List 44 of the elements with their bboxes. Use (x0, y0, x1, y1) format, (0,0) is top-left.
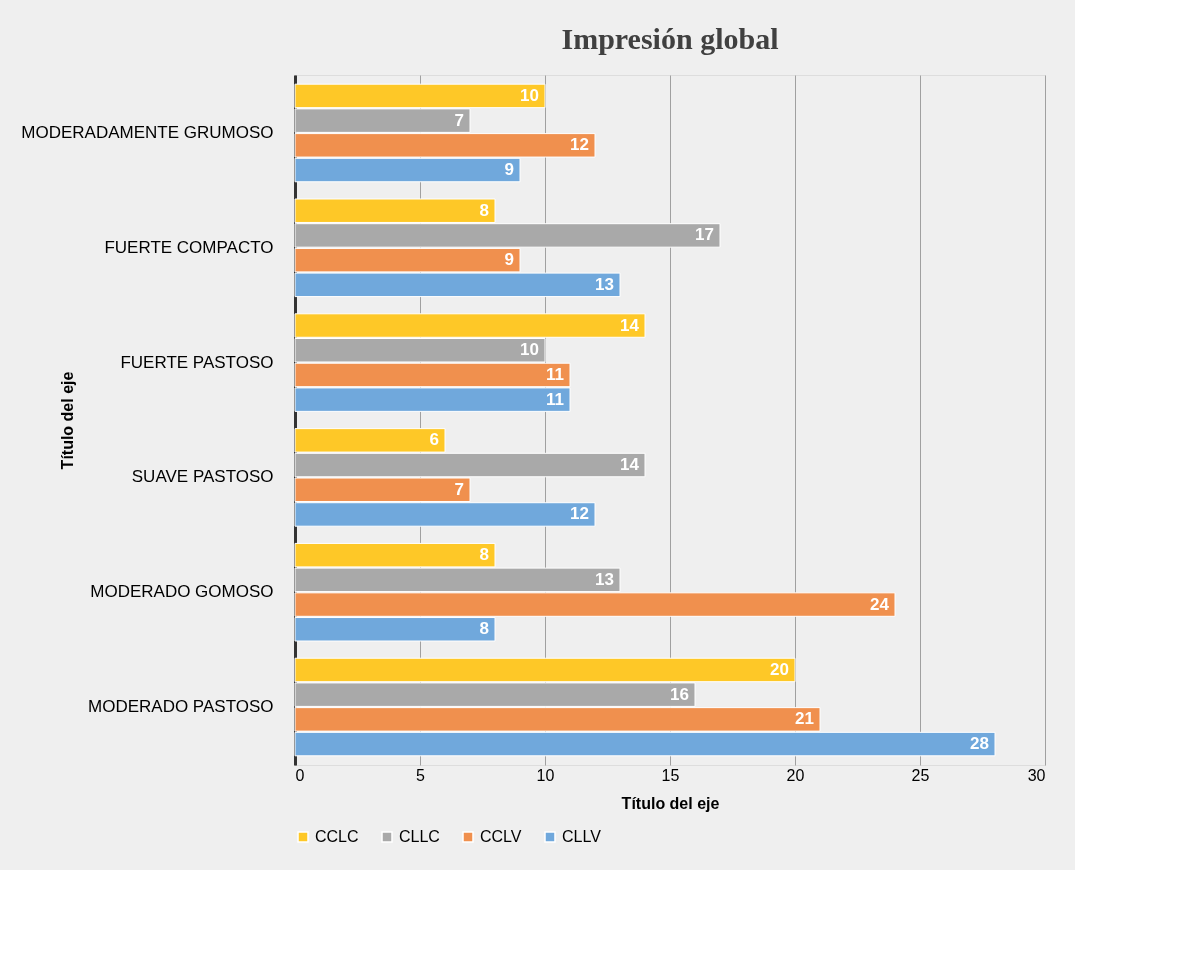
legend-label: CCLC (315, 828, 359, 845)
y-tick-label: SUAVE PASTOSO (131, 467, 274, 487)
data-label: 14 (620, 315, 640, 335)
data-label: 14 (620, 455, 640, 475)
legend-label: CCLV (480, 828, 522, 845)
data-label: 20 (770, 659, 789, 679)
data-label: 7 (454, 479, 464, 499)
data-label: 7 (454, 110, 464, 130)
data-label: 12 (570, 135, 589, 155)
x-tick-label: 5 (416, 766, 426, 784)
data-label: 12 (570, 504, 589, 524)
legend-label: CLLC (399, 828, 440, 845)
data-label: 8 (479, 619, 489, 639)
data-label: 24 (870, 594, 890, 614)
y-tick-label: MODERADO GOMOSO (90, 582, 274, 602)
data-label: 11 (546, 364, 564, 384)
y-tick-label: MODERADAMENTE GRUMOSO (21, 122, 274, 142)
x-axis-title: Título del eje (621, 794, 720, 812)
x-tick-label: 20 (786, 766, 805, 784)
y-tick-label: MODERADO PASTOSO (88, 697, 274, 717)
x-tick-label: 25 (911, 766, 930, 784)
data-label: 13 (595, 274, 614, 294)
x-tick-label: 15 (661, 766, 680, 784)
chart-title: Impresión global (561, 22, 779, 55)
x-tick-label: 10 (536, 766, 555, 784)
x-tick-label: 0 (295, 766, 305, 784)
data-label: 11 (546, 389, 564, 409)
data-label: 8 (479, 545, 489, 565)
data-label: 13 (595, 569, 614, 589)
y-axis-title: Título del eje (58, 371, 76, 470)
data-label: 28 (970, 734, 989, 754)
data-label: 9 (504, 250, 514, 270)
data-label: 8 (479, 200, 489, 220)
data-label: 16 (670, 684, 689, 704)
data-label: 9 (504, 160, 514, 180)
data-label: 10 (520, 85, 539, 105)
y-tick-label: FUERTE COMPACTO (104, 237, 274, 257)
y-tick-label: FUERTE PASTOSO (120, 352, 274, 372)
data-label: 21 (795, 709, 814, 729)
data-label: 10 (520, 340, 539, 360)
x-tick-label: 30 (1027, 766, 1046, 784)
data-label: 17 (695, 225, 714, 245)
data-label: 6 (429, 430, 439, 450)
legend-label: CLLV (562, 828, 602, 845)
